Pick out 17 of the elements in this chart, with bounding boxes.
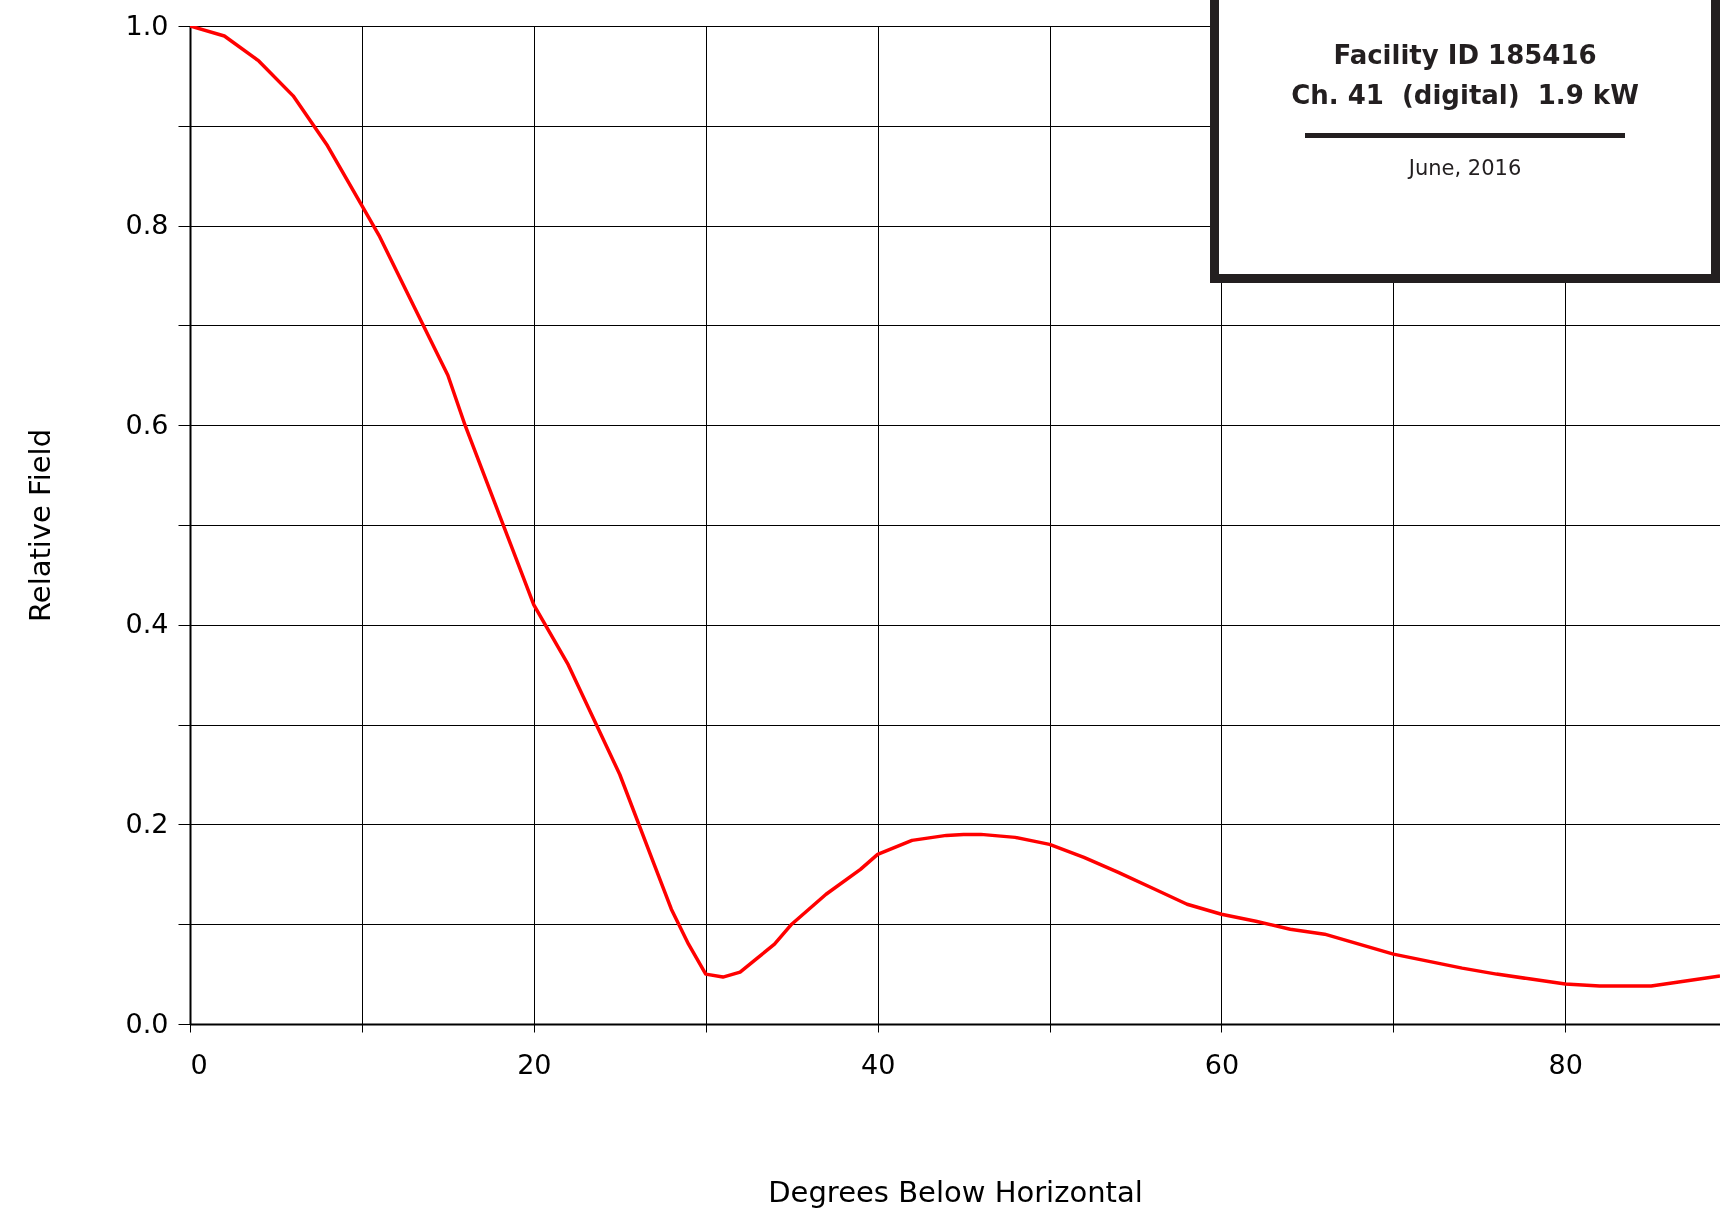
- y-tick-label: 0.8: [125, 209, 169, 241]
- x-tick-label: 60: [1204, 1048, 1240, 1080]
- x-tick-label: 0: [190, 1048, 208, 1080]
- y-axis-title: Relative Field: [22, 428, 57, 623]
- x-tick-label: 20: [517, 1048, 552, 1080]
- x-tick-label: 80: [1548, 1048, 1583, 1080]
- y-tick-label: 0.6: [125, 408, 169, 440]
- x-axis-title: Degrees Below Horizontal: [768, 1174, 1143, 1209]
- label-box: Facility ID 185416 Ch. 41 (digital) 1.9 kW June, 2016: [1210, 0, 1720, 283]
- y-tick-label: 0.0: [125, 1007, 169, 1039]
- annotation: Ch. 41 (digital) 1.9 kW: [1290, 79, 1640, 112]
- y-tick-label: 0.2: [125, 807, 169, 839]
- x-tick-label: 40: [860, 1048, 896, 1080]
- y-tick-label: 1.0: [125, 9, 169, 41]
- annotation: June, 2016: [1406, 156, 1523, 180]
- annotation: Facility ID 185416: [1332, 39, 1598, 72]
- y-tick-label: 0.4: [125, 608, 169, 640]
